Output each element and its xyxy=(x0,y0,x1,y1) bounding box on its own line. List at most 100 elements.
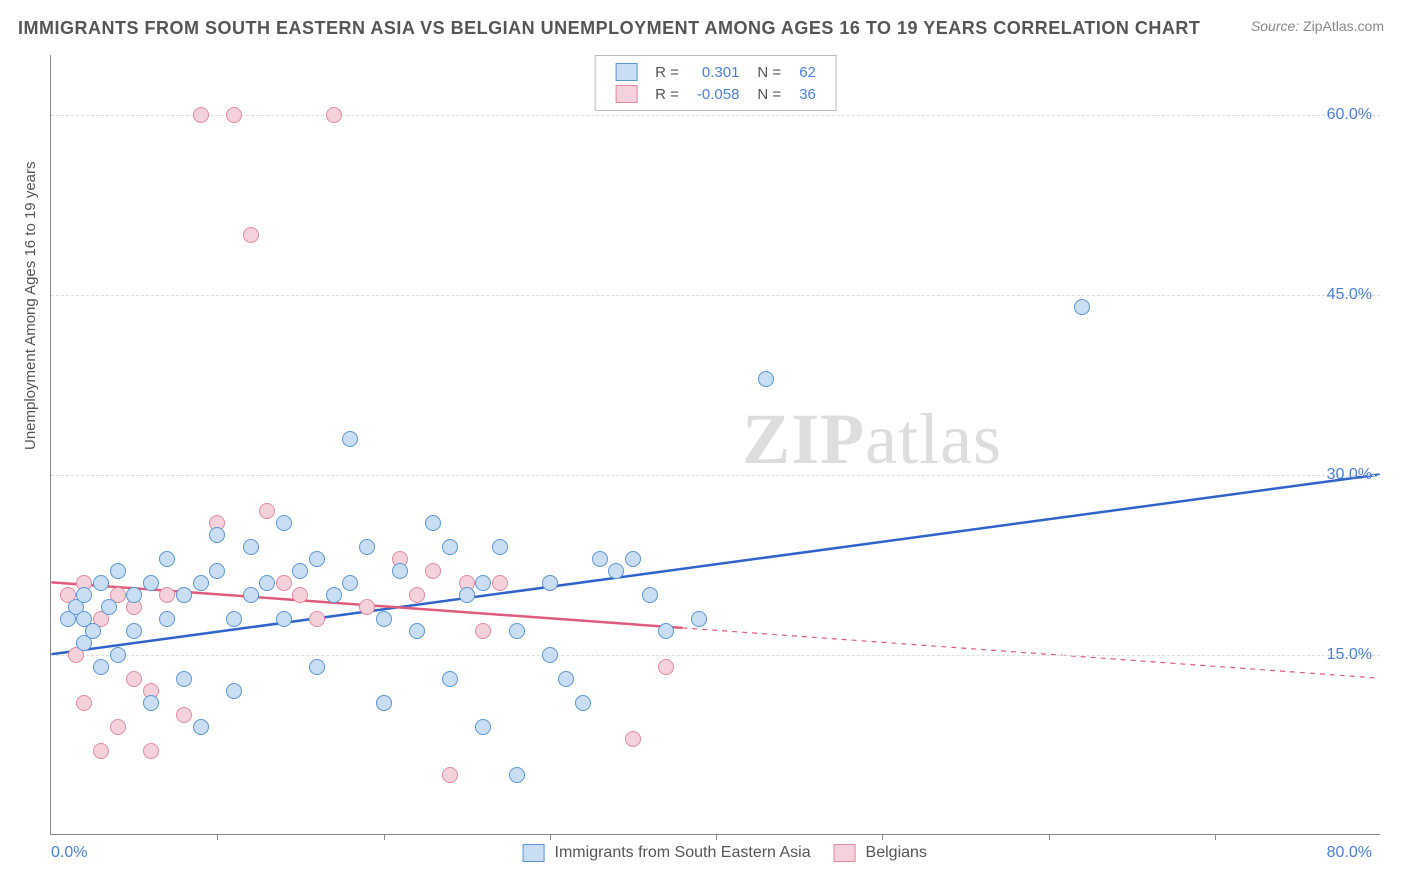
data-point-immigrants xyxy=(276,515,292,531)
data-point-immigrants xyxy=(292,563,308,579)
y-tick-label: 45.0% xyxy=(1327,286,1372,304)
data-point-immigrants xyxy=(259,575,275,591)
data-point-immigrants xyxy=(76,587,92,603)
data-point-immigrants xyxy=(110,563,126,579)
gridline xyxy=(51,295,1380,296)
data-point-belgians xyxy=(359,599,375,615)
data-point-immigrants xyxy=(642,587,658,603)
data-point-immigrants xyxy=(509,623,525,639)
data-point-belgians xyxy=(93,743,109,759)
legend-swatch-immigrants xyxy=(615,63,637,81)
legend-r-value: 0.301 xyxy=(689,62,748,82)
legend-n-label: N = xyxy=(749,84,789,104)
data-point-belgians xyxy=(110,719,126,735)
data-point-belgians xyxy=(658,659,674,675)
data-point-belgians xyxy=(143,743,159,759)
data-point-belgians xyxy=(176,707,192,723)
data-point-immigrants xyxy=(459,587,475,603)
watermark-bold: ZIP xyxy=(742,399,865,479)
data-point-immigrants xyxy=(276,611,292,627)
data-point-immigrants xyxy=(758,371,774,387)
x-tick-max: 80.0% xyxy=(1327,844,1372,862)
gridline xyxy=(51,475,1380,476)
data-point-belgians xyxy=(193,107,209,123)
data-point-belgians xyxy=(276,575,292,591)
data-point-belgians xyxy=(475,623,491,639)
data-point-immigrants xyxy=(176,671,192,687)
watermark: ZIPatlas xyxy=(742,398,1002,481)
data-point-immigrants xyxy=(101,599,117,615)
trendline-extrapolated-belgians xyxy=(682,628,1379,678)
legend-swatch-belgians xyxy=(833,844,855,862)
x-tick xyxy=(1049,834,1050,840)
trend-lines-svg xyxy=(51,55,1380,834)
data-point-belgians xyxy=(625,731,641,747)
data-point-belgians xyxy=(326,107,342,123)
x-tick xyxy=(1215,834,1216,840)
legend-r-label: R = xyxy=(647,62,687,82)
data-point-immigrants xyxy=(76,611,92,627)
data-point-belgians xyxy=(159,587,175,603)
data-point-immigrants xyxy=(126,623,142,639)
data-point-immigrants xyxy=(309,551,325,567)
gridline xyxy=(51,655,1380,656)
data-point-belgians xyxy=(259,503,275,519)
y-tick-label: 15.0% xyxy=(1327,646,1372,664)
data-point-belgians xyxy=(76,695,92,711)
data-point-belgians xyxy=(425,563,441,579)
data-point-immigrants xyxy=(542,647,558,663)
data-point-belgians xyxy=(492,575,508,591)
x-tick xyxy=(550,834,551,840)
legend-label-belgians: Belgians xyxy=(866,844,927,861)
legend-swatch-belgians xyxy=(615,85,637,103)
data-point-immigrants xyxy=(409,623,425,639)
source-label: Source: xyxy=(1251,18,1299,34)
legend-stats: R = 0.301 N = 62 R = -0.058 N = 36 xyxy=(594,55,837,111)
data-point-immigrants xyxy=(475,575,491,591)
legend-n-value: 62 xyxy=(791,62,824,82)
data-point-immigrants xyxy=(193,719,209,735)
data-point-immigrants xyxy=(93,575,109,591)
data-point-immigrants xyxy=(376,611,392,627)
x-tick-min: 0.0% xyxy=(51,844,87,862)
x-tick xyxy=(716,834,717,840)
data-point-immigrants xyxy=(176,587,192,603)
data-point-immigrants xyxy=(691,611,707,627)
chart-title: IMMIGRANTS FROM SOUTH EASTERN ASIA VS BE… xyxy=(18,18,1200,39)
data-point-immigrants xyxy=(159,611,175,627)
x-tick xyxy=(384,834,385,840)
y-axis-label: Unemployment Among Ages 16 to 19 years xyxy=(22,161,39,450)
data-point-immigrants xyxy=(143,695,159,711)
legend-r-label: R = xyxy=(647,84,687,104)
data-point-immigrants xyxy=(126,587,142,603)
data-point-belgians xyxy=(292,587,308,603)
data-point-immigrants xyxy=(392,563,408,579)
legend-swatch-immigrants xyxy=(522,844,544,862)
y-tick-label: 60.0% xyxy=(1327,106,1372,124)
legend-stats-row: R = -0.058 N = 36 xyxy=(607,84,824,104)
legend-stats-row: R = 0.301 N = 62 xyxy=(607,62,824,82)
data-point-belgians xyxy=(409,587,425,603)
data-point-immigrants xyxy=(1074,299,1090,315)
gridline xyxy=(51,115,1380,116)
data-point-immigrants xyxy=(342,431,358,447)
source-value: ZipAtlas.com xyxy=(1303,18,1384,34)
data-point-immigrants xyxy=(326,587,342,603)
data-point-immigrants xyxy=(359,539,375,555)
legend-r-value: -0.058 xyxy=(689,84,748,104)
data-point-immigrants xyxy=(509,767,525,783)
data-point-immigrants xyxy=(442,671,458,687)
data-point-immigrants xyxy=(658,623,674,639)
data-point-belgians xyxy=(226,107,242,123)
data-point-immigrants xyxy=(209,563,225,579)
data-point-immigrants xyxy=(425,515,441,531)
x-tick xyxy=(217,834,218,840)
data-point-immigrants xyxy=(625,551,641,567)
y-tick-label: 30.0% xyxy=(1327,466,1372,484)
x-tick xyxy=(882,834,883,840)
data-point-immigrants xyxy=(110,647,126,663)
data-point-immigrants xyxy=(575,695,591,711)
data-point-immigrants xyxy=(342,575,358,591)
data-point-immigrants xyxy=(542,575,558,591)
data-point-immigrants xyxy=(558,671,574,687)
